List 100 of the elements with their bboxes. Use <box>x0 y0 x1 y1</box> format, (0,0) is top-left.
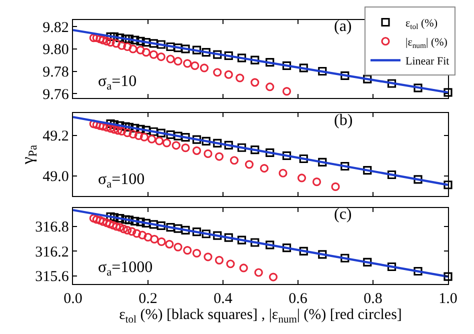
point <box>105 220 114 228</box>
point <box>130 216 140 226</box>
point <box>213 138 222 148</box>
point <box>142 126 150 135</box>
point <box>244 160 254 169</box>
y-tick-label: 9.82 <box>42 20 69 36</box>
point <box>119 224 128 234</box>
point <box>266 148 274 157</box>
y-tick-label: 49.2 <box>42 128 69 145</box>
point <box>110 213 119 222</box>
point <box>166 130 175 139</box>
point <box>172 141 180 150</box>
point <box>224 140 233 150</box>
point <box>299 64 308 72</box>
point <box>181 44 190 54</box>
point <box>282 244 292 252</box>
point <box>340 71 350 80</box>
point <box>192 46 202 54</box>
point <box>181 144 190 152</box>
y-tick-label: 315.6 <box>35 269 70 286</box>
point <box>204 252 212 262</box>
point <box>224 233 233 242</box>
point <box>214 152 224 161</box>
point <box>124 216 134 224</box>
point <box>149 127 158 136</box>
point <box>282 61 292 70</box>
point <box>340 254 350 262</box>
point <box>89 120 98 128</box>
point <box>250 146 260 154</box>
point <box>142 218 150 228</box>
point <box>414 175 422 184</box>
x-tick-label: 0.8 <box>364 291 382 308</box>
point <box>138 230 147 240</box>
point <box>156 52 166 62</box>
x-tick-label: 0.2 <box>138 291 158 308</box>
point <box>106 212 115 221</box>
point <box>331 182 340 191</box>
point <box>149 39 158 48</box>
point <box>89 214 98 223</box>
point <box>89 34 98 42</box>
point <box>108 220 118 230</box>
point <box>414 266 422 276</box>
point <box>266 58 274 67</box>
point <box>166 54 175 64</box>
point <box>444 180 452 190</box>
point <box>174 56 182 66</box>
point <box>202 136 210 146</box>
point <box>260 164 269 173</box>
point <box>224 70 233 79</box>
y-tick-label: 9.80 <box>42 42 69 58</box>
point <box>117 41 126 50</box>
point <box>174 224 182 233</box>
point <box>114 126 122 135</box>
point <box>128 44 138 54</box>
point <box>213 50 222 59</box>
point <box>156 128 166 138</box>
point <box>142 48 150 57</box>
point <box>149 50 158 59</box>
point <box>202 230 210 238</box>
point <box>156 221 166 230</box>
y-tick-label: 316.8 <box>35 220 69 236</box>
point <box>156 40 166 49</box>
point <box>174 44 182 52</box>
point <box>250 238 260 247</box>
point <box>130 36 140 44</box>
point <box>116 214 124 223</box>
point <box>116 34 124 42</box>
x-axis-title: ε$_{tol}$ (%) [black squares] , |ε$_{num}$| (%) [red circles] <box>119 307 402 326</box>
point <box>268 272 278 282</box>
annotation: σ$_{a}$=10 <box>98 73 137 92</box>
x-tick-label: 0.6 <box>288 291 308 308</box>
point <box>106 38 115 47</box>
point <box>98 36 108 44</box>
y-tick-label: 9.76 <box>42 86 70 103</box>
point <box>181 132 190 142</box>
annotation: σ$_{a}$=1000 <box>98 259 153 278</box>
point <box>226 260 235 268</box>
point <box>192 248 202 258</box>
point <box>92 215 101 224</box>
point <box>363 258 372 267</box>
point <box>297 174 306 182</box>
point <box>142 38 150 47</box>
point <box>123 226 132 234</box>
point <box>230 156 239 165</box>
point <box>136 36 145 46</box>
point <box>312 178 322 186</box>
point <box>181 226 190 234</box>
point <box>237 54 246 62</box>
point <box>202 48 210 57</box>
point <box>149 220 158 229</box>
point <box>154 136 164 146</box>
x-tick-label: 0.0 <box>64 291 82 308</box>
annotation: (a) <box>334 18 352 35</box>
point <box>237 143 246 152</box>
point <box>254 268 263 277</box>
point <box>299 154 308 164</box>
point <box>166 42 175 52</box>
point <box>183 246 192 255</box>
point <box>106 124 115 133</box>
point <box>204 149 212 158</box>
